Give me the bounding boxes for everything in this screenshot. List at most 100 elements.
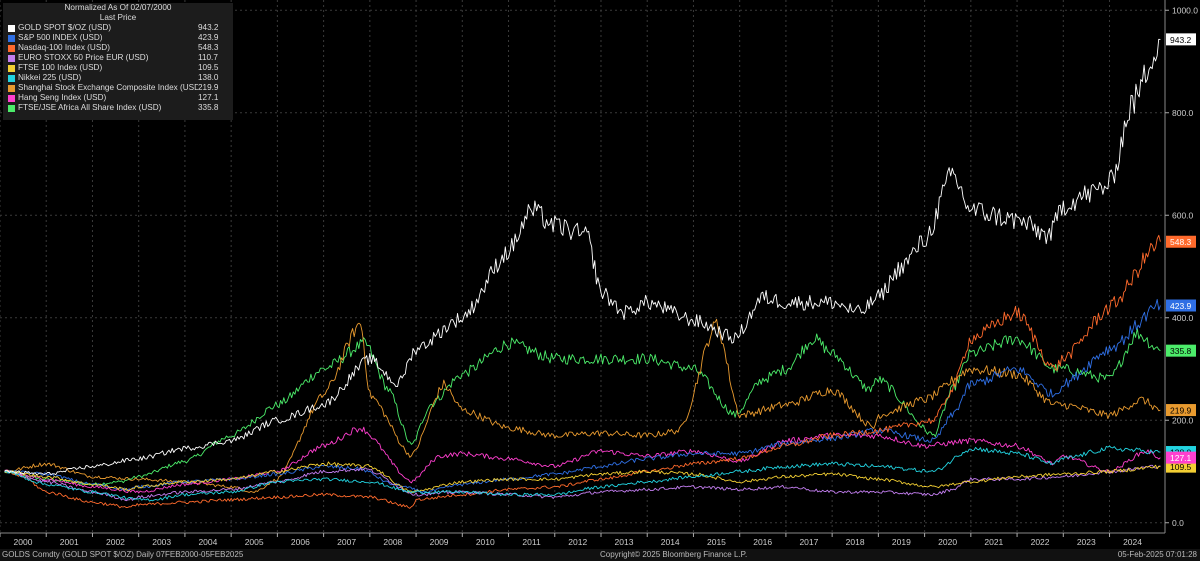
legend-series-value: 110.7 — [198, 53, 218, 62]
y-axis-panel — [1165, 0, 1200, 533]
y-tick-label: 400.0 — [1172, 313, 1194, 323]
x-tick-label: 2011 — [522, 537, 541, 547]
legend-series-name: GOLD SPOT $/OZ (USD) — [18, 23, 112, 32]
legend-series-value: 943.2 — [198, 23, 219, 32]
legend-series-value: 138.0 — [198, 73, 219, 82]
legend-item: FTSE 100 Index (USD) 109.5 — [3, 63, 233, 73]
end-tag-label: 548.3 — [1170, 237, 1192, 247]
end-tag-box — [1166, 451, 1196, 464]
legend-series-value: 109.5 — [198, 63, 219, 72]
x-tick-label: 2018 — [846, 537, 865, 547]
footer-copyright: Copyright© 2025 Bloomberg Finance L.P. — [600, 550, 748, 559]
end-tag-label: 127.1 — [1170, 453, 1192, 463]
axes: 0.0 200.0 400.0 600.0 800.0 1000.0 2000 2001 200… — [0, 0, 1200, 549]
footer-bar: GOLDS Comdty (GOLD SPOT $/OZ) Daily 07FE… — [0, 549, 1200, 561]
x-tick-label: 2013 — [615, 537, 634, 547]
x-tick-label: 2002 — [106, 537, 125, 547]
x-tick-label: 2024 — [1123, 537, 1142, 547]
end-tag-label: 335.8 — [1170, 346, 1192, 356]
end-tag-label: 943.2 — [1170, 35, 1192, 45]
x-tick-label: 2017 — [799, 537, 818, 547]
end-tag-box — [1166, 33, 1196, 46]
chart-grid — [0, 0, 1165, 533]
x-tick-label: 2014 — [661, 537, 680, 547]
legend-series-name: FTSE 100 Index (USD) — [18, 63, 103, 72]
legend-series-name: Hang Seng Index (USD) — [18, 93, 107, 102]
x-tick-label: 2022 — [1031, 537, 1050, 547]
x-tick-label: 2009 — [430, 537, 449, 547]
series-line — [4, 461, 1161, 494]
legend-subheader: Last Price — [99, 13, 137, 22]
y-tick-label: 1000.0 — [1172, 5, 1198, 15]
series-lines — [4, 38, 1161, 509]
legend-item: S&P 500 INDEX (USD) 423.9 — [3, 33, 233, 43]
x-tick-label: 2021 — [984, 537, 1003, 547]
y-tick-label: 200.0 — [1172, 415, 1194, 425]
legend-series-name: Nasdaq-100 Index (USD) — [18, 43, 110, 52]
legend-panel: Normalized As Of 02/07/2000 Last Price G… — [3, 3, 233, 120]
y-tick-label: 0.0 — [1172, 518, 1184, 528]
legend-series-name: FTSE/JSE Africa All Share Index (USD) — [18, 103, 162, 112]
series-line — [4, 328, 1161, 486]
x-tick-label: 2004 — [198, 537, 217, 547]
footer-ticker: GOLDS Comdty (GOLD SPOT $/OZ) Daily 07FE… — [2, 550, 244, 559]
y-tick-label: 600.0 — [1172, 210, 1194, 220]
series-line — [4, 234, 1161, 509]
x-tick-label: 2019 — [892, 537, 911, 547]
legend-series-name: EURO STOXX 50 Price EUR (USD) — [18, 53, 149, 62]
y-tick-label: 800.0 — [1172, 108, 1194, 118]
legend-swatch — [8, 104, 15, 112]
legend-item: Shanghai Stock Exchange Composite Index … — [3, 83, 233, 93]
series-line — [4, 464, 1161, 502]
end-tag-box — [1166, 344, 1196, 357]
x-tick-label: 2015 — [707, 537, 726, 547]
x-tick-label: 2020 — [938, 537, 957, 547]
x-tick-label: 2006 — [291, 537, 310, 547]
legend-item: EURO STOXX 50 Price EUR (USD) 110.7 — [3, 53, 233, 63]
x-tick-label: 2010 — [476, 537, 495, 547]
legend-swatch — [8, 34, 15, 42]
legend-series-value: 548.3 — [198, 43, 219, 52]
legend-item: Hang Seng Index (USD) 127.1 — [3, 93, 233, 103]
x-tick-label: 2012 — [568, 537, 587, 547]
legend-item: Nasdaq-100 Index (USD) 548.3 — [3, 43, 233, 53]
legend-swatch — [8, 44, 15, 52]
end-tag-label: 219.9 — [1170, 406, 1192, 416]
end-tag-box — [1166, 460, 1196, 473]
legend-series-value: 127.1 — [198, 93, 219, 102]
x-tick-label: 2016 — [753, 537, 772, 547]
x-tick-label: 2007 — [337, 537, 356, 547]
legend-rows: GOLD SPOT $/OZ (USD) 943.2 S&P 500 INDEX (… — [3, 23, 233, 113]
legend-series-value: 335.8 — [198, 103, 219, 112]
end-value-tags: 943.2423.9548.3110.7109.5138.0219.9127.1… — [1166, 33, 1196, 473]
legend-swatch — [8, 94, 15, 102]
footer-timestamp: 05-Feb-2025 07:01:28 — [1117, 550, 1197, 559]
end-tag-label: 423.9 — [1170, 301, 1192, 311]
end-tag-box — [1166, 235, 1196, 248]
x-tick-label: 2003 — [152, 537, 171, 547]
series-line — [4, 426, 1161, 494]
legend-series-value: 423.9 — [198, 33, 219, 42]
legend-item: GOLD SPOT $/OZ (USD) 943.2 — [3, 23, 233, 33]
end-tag-box — [1166, 299, 1196, 312]
legend-series-value: 219.9 — [198, 83, 219, 92]
legend-swatch — [8, 74, 15, 82]
x-tick-label: 2000 — [14, 537, 33, 547]
end-tag-label: 109.5 — [1170, 462, 1192, 472]
legend-item: FTSE/JSE Africa All Share Index (USD) 335… — [3, 103, 233, 113]
legend-swatch — [8, 84, 15, 92]
legend-series-name: Nikkei 225 (USD) — [18, 73, 82, 82]
legend-swatch — [8, 64, 15, 72]
legend-swatch — [8, 24, 15, 32]
legend-item: Nikkei 225 (USD) 138.0 — [3, 73, 233, 83]
x-axis-panel — [0, 533, 1200, 549]
legend-series-name: S&P 500 INDEX (USD) — [18, 33, 103, 42]
legend-series-name: Shanghai Stock Exchange Composite Index … — [18, 83, 198, 92]
x-tick-label: 2001 — [60, 537, 79, 547]
x-tick-label: 2023 — [1077, 537, 1096, 547]
legend-header: Normalized As Of 02/07/2000 — [64, 3, 172, 12]
end-tag-box — [1166, 404, 1196, 417]
series-line — [4, 445, 1161, 502]
series-line — [4, 38, 1161, 476]
